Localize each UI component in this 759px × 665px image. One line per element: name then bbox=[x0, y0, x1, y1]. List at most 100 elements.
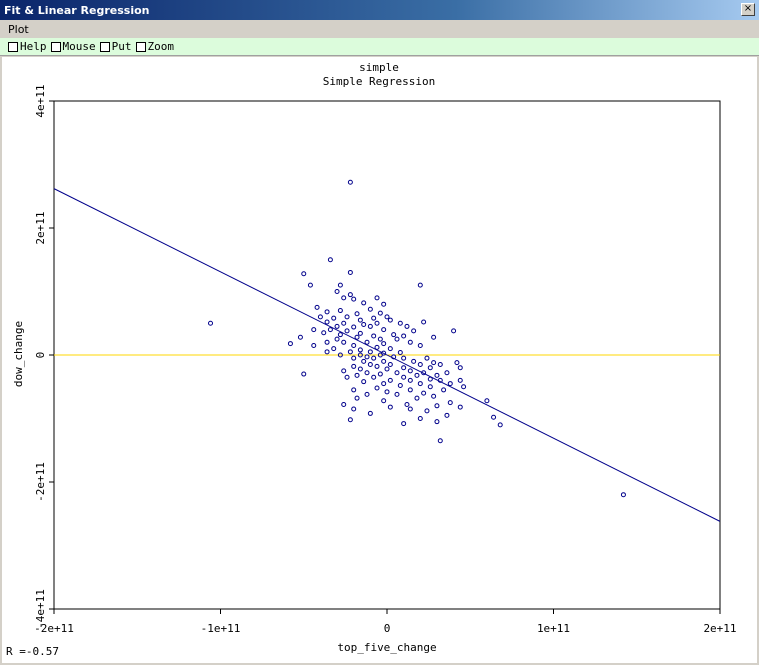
data-point bbox=[407, 387, 413, 393]
data-point bbox=[357, 366, 363, 372]
y-tick-label: 0 bbox=[34, 352, 47, 359]
help-checkbox[interactable] bbox=[8, 41, 18, 52]
data-point bbox=[381, 301, 387, 307]
data-point bbox=[367, 323, 373, 329]
data-point bbox=[317, 314, 323, 320]
data-point bbox=[431, 360, 437, 366]
y-tick-label: -4e+11 bbox=[34, 589, 47, 629]
data-point bbox=[457, 377, 463, 383]
data-point bbox=[401, 333, 407, 339]
data-point bbox=[444, 412, 450, 418]
data-point bbox=[334, 289, 340, 294]
data-point bbox=[414, 372, 420, 378]
data-point bbox=[381, 398, 387, 404]
data-point bbox=[417, 282, 423, 288]
data-point bbox=[441, 387, 447, 393]
correlation-readout: R =-0.57 bbox=[6, 645, 59, 658]
data-point bbox=[401, 355, 407, 361]
data-point bbox=[344, 328, 350, 334]
data-point bbox=[314, 304, 320, 310]
toolbar: Help Mouse Put Zoom bbox=[0, 38, 759, 56]
data-point bbox=[401, 374, 407, 380]
data-point bbox=[341, 368, 347, 374]
data-point bbox=[341, 402, 347, 408]
data-point bbox=[344, 314, 350, 320]
put-label: Put bbox=[111, 40, 132, 53]
data-point bbox=[361, 322, 367, 328]
data-point bbox=[620, 492, 626, 498]
data-point bbox=[431, 334, 437, 340]
data-point bbox=[357, 317, 363, 323]
data-point bbox=[367, 306, 373, 312]
x-tick-label: 0 bbox=[384, 622, 391, 635]
data-point bbox=[397, 349, 403, 355]
data-point bbox=[374, 385, 380, 391]
data-point bbox=[354, 334, 360, 340]
data-point bbox=[411, 358, 417, 364]
data-point bbox=[301, 271, 307, 277]
close-button[interactable]: × bbox=[741, 3, 755, 16]
data-point bbox=[387, 346, 393, 352]
data-point bbox=[347, 349, 353, 355]
data-point bbox=[364, 391, 370, 397]
data-point bbox=[347, 417, 353, 423]
data-point bbox=[371, 374, 377, 380]
data-point bbox=[334, 323, 340, 329]
chart-subtitle: Simple Regression bbox=[323, 75, 436, 88]
data-point bbox=[387, 404, 393, 410]
data-point bbox=[377, 371, 383, 377]
zoom-toggle[interactable]: Zoom bbox=[135, 40, 175, 53]
menu-item-plot[interactable]: Plot bbox=[8, 22, 29, 36]
data-point bbox=[397, 382, 403, 388]
axis-ticks: -2e+11 -1e+11 0 1e+11 2e+11-4e+11-2e+1102e+1… bbox=[34, 84, 737, 635]
data-point bbox=[384, 314, 390, 320]
scatter-chart[interactable]: simple Simple Regression -2e+11 -1e+11 0 1e… bbox=[2, 57, 757, 663]
data-point bbox=[377, 310, 383, 316]
data-point bbox=[354, 311, 360, 317]
data-point bbox=[424, 355, 430, 361]
plot-area[interactable]: simple Simple Regression -2e+11 -1e+11 0 1e… bbox=[2, 57, 757, 663]
data-point bbox=[434, 403, 440, 409]
mouse-toggle[interactable]: Mouse bbox=[50, 40, 96, 53]
data-point bbox=[364, 339, 370, 345]
zoom-label: Zoom bbox=[147, 40, 175, 53]
data-point bbox=[401, 421, 407, 427]
data-point bbox=[447, 400, 453, 406]
data-point bbox=[391, 332, 397, 338]
data-point bbox=[311, 342, 317, 348]
data-point bbox=[407, 377, 413, 383]
data-point bbox=[421, 390, 427, 396]
window-title: Fit & Linear Regression bbox=[4, 3, 150, 17]
data-point bbox=[351, 363, 357, 369]
chart-title: simple bbox=[359, 61, 399, 74]
mouse-label: Mouse bbox=[62, 40, 96, 53]
data-point bbox=[387, 377, 393, 383]
data-point bbox=[381, 358, 387, 364]
data-point bbox=[417, 381, 423, 387]
data-point bbox=[484, 398, 490, 404]
data-point bbox=[384, 366, 390, 372]
data-point bbox=[324, 339, 330, 345]
data-point bbox=[451, 328, 457, 334]
data-point bbox=[361, 300, 367, 306]
data-point bbox=[351, 342, 357, 348]
mouse-checkbox[interactable] bbox=[50, 41, 61, 52]
title-bar: Fit & Linear Regression × bbox=[0, 0, 759, 20]
put-checkbox[interactable] bbox=[99, 41, 110, 52]
data-point bbox=[421, 319, 427, 325]
data-point bbox=[397, 320, 403, 326]
data-point bbox=[321, 330, 327, 336]
data-point bbox=[341, 320, 347, 326]
data-point bbox=[394, 391, 400, 397]
data-point bbox=[324, 349, 330, 355]
data-point bbox=[337, 352, 343, 358]
data-point bbox=[411, 328, 417, 334]
x-tick-label: 1e+11 bbox=[537, 622, 570, 635]
data-point bbox=[374, 344, 380, 350]
help-toggle[interactable]: Help bbox=[8, 40, 47, 53]
zoom-checkbox[interactable] bbox=[135, 41, 146, 52]
data-point bbox=[394, 336, 400, 342]
data-point bbox=[447, 381, 453, 387]
data-point bbox=[387, 362, 393, 368]
put-toggle[interactable]: Put bbox=[99, 40, 132, 53]
